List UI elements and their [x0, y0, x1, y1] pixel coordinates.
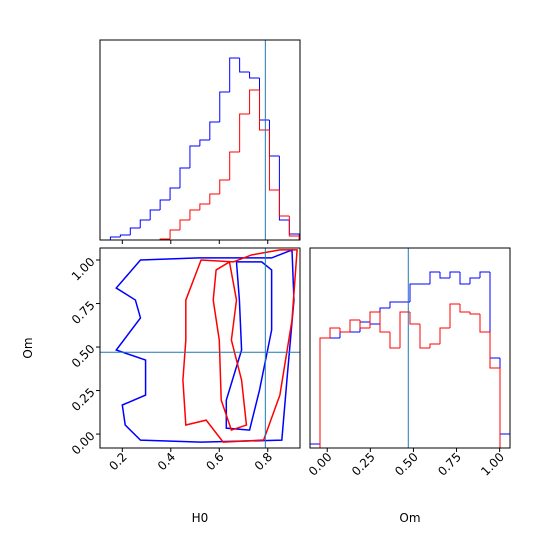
- histogram-step: [439, 327, 450, 344]
- histogram-step: [339, 328, 350, 333]
- x-tick-label: 0.75: [435, 450, 464, 479]
- x-tick-label: 0.2: [106, 450, 129, 473]
- panel-frame: [309, 247, 511, 449]
- histogram-step: [288, 220, 300, 240]
- histogram-step: [479, 271, 490, 278]
- histogram-step: [459, 304, 470, 313]
- histogram-step: [249, 72, 260, 79]
- histogram-step: [469, 277, 480, 284]
- x-tick-label: 0.8: [252, 450, 275, 473]
- histogram-step: [119, 234, 131, 237]
- histogram-step: [288, 216, 300, 240]
- x-tick-label: 0.4: [155, 450, 178, 473]
- histogram-step: [449, 303, 460, 328]
- histogram-step: [139, 219, 151, 228]
- y-tick-label: 1.00: [69, 255, 98, 284]
- panel-frame: [99, 39, 301, 241]
- histogram-step: [449, 271, 460, 278]
- histogram-step: [419, 324, 430, 349]
- histogram-step: [399, 311, 410, 348]
- histogram-step: [339, 331, 350, 338]
- histogram-step: [209, 121, 220, 140]
- histogram-step: [429, 343, 440, 348]
- y-tick-label: 0.25: [69, 385, 98, 414]
- x-tick-label: 0.25: [349, 450, 378, 479]
- histogram-step: [489, 272, 500, 359]
- histogram-step: [249, 89, 260, 114]
- histogram-step: [329, 327, 340, 338]
- histogram-step: [259, 78, 270, 121]
- histogram-step: [310, 443, 320, 448]
- histogram-step: [319, 337, 330, 448]
- histogram-step: [439, 272, 450, 279]
- histogram-step: [239, 113, 250, 152]
- histogram-step: [129, 227, 141, 235]
- histogram-step: [209, 193, 220, 204]
- x-tick-label: 0.00: [306, 450, 335, 479]
- histogram-step: [169, 187, 180, 200]
- contour: [225, 261, 273, 431]
- y-tick-label: 0.50: [69, 342, 98, 371]
- histogram-step: [349, 319, 360, 332]
- y-tick-label: 0.75: [69, 298, 98, 327]
- histogram-step: [409, 312, 420, 325]
- x-tick-label: 0.50: [392, 450, 421, 479]
- histogram-step: [199, 139, 210, 146]
- histogram-step: [189, 209, 200, 220]
- histogram-step: [359, 321, 370, 332]
- x-tick-label: 1.00: [478, 450, 507, 479]
- histogram-step: [389, 301, 400, 308]
- histogram-step: [278, 156, 290, 221]
- x-axis-label: H0: [192, 511, 209, 525]
- histogram-step: [229, 57, 240, 92]
- histogram-step: [169, 229, 180, 239]
- histogram-step: [229, 151, 240, 180]
- histogram-step: [149, 209, 161, 220]
- histogram-step: [189, 145, 200, 168]
- histogram-step: [499, 368, 510, 448]
- histogram-step: [479, 314, 490, 333]
- histogram-step: [389, 332, 400, 349]
- histogram-step: [199, 203, 210, 210]
- contour: [115, 248, 295, 443]
- histogram-step: [159, 199, 171, 210]
- histogram-step: [369, 311, 380, 328]
- histogram-step: [429, 271, 440, 284]
- histogram-step: [268, 130, 280, 191]
- histogram-step: [379, 307, 390, 324]
- x-axis-label: Om: [399, 511, 420, 525]
- histogram-step: [489, 332, 500, 369]
- histogram-step: [459, 272, 470, 285]
- histogram-step: [109, 236, 121, 240]
- histogram-step: [369, 322, 380, 325]
- contour: [212, 260, 248, 432]
- histogram-step: [219, 91, 230, 122]
- histogram-step: [179, 219, 190, 230]
- histogram-step: [469, 312, 480, 315]
- y-axis-label: Om: [21, 337, 35, 358]
- y-tick-label: 0.00: [69, 429, 98, 458]
- histogram-step: [179, 167, 190, 188]
- histogram-step: [239, 58, 250, 73]
- x-tick-label: 0.6: [203, 450, 226, 473]
- histogram-step: [219, 179, 230, 194]
- histogram-step: [379, 312, 390, 333]
- histogram-step: [359, 320, 370, 329]
- contour: [182, 249, 298, 443]
- histogram-step: [259, 90, 270, 131]
- histogram-step: [268, 120, 280, 157]
- histogram-step: [409, 283, 420, 302]
- histogram-step: [278, 190, 290, 217]
- histogram-step: [319, 337, 330, 444]
- panel-frame: [99, 247, 301, 449]
- histogram-step: [499, 358, 510, 448]
